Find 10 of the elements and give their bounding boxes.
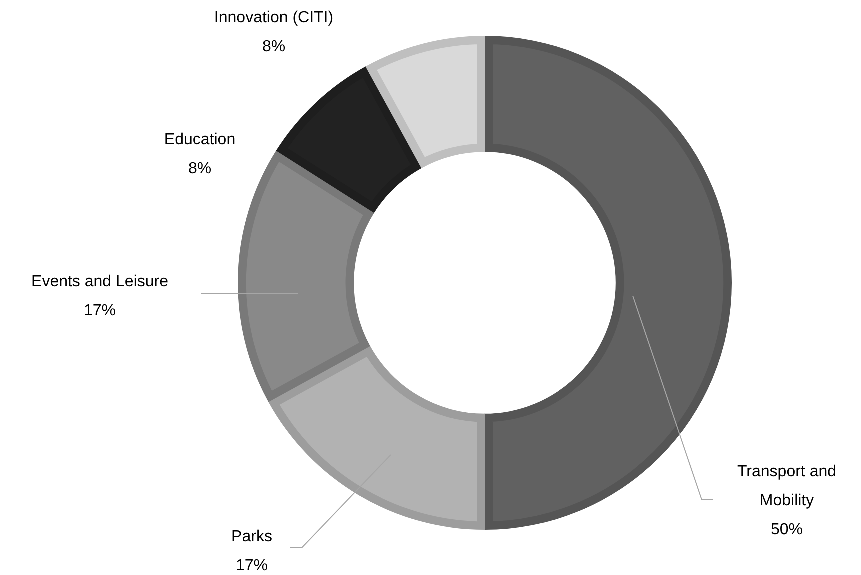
slice-label: Education — [164, 131, 236, 148]
data-label: 50% — [770, 521, 804, 538]
slice-label: Events and Leisure — [32, 273, 169, 290]
data-label: 8% — [262, 38, 286, 56]
data-label: 17% — [84, 302, 116, 320]
slice-label: Parks — [232, 528, 272, 546]
slice-label: Innovation (CITI) — [214, 9, 334, 26]
data-label: 17% — [236, 557, 268, 574]
slice-label: Transport and Mobility — [737, 463, 837, 510]
data-label: 8% — [188, 160, 212, 178]
